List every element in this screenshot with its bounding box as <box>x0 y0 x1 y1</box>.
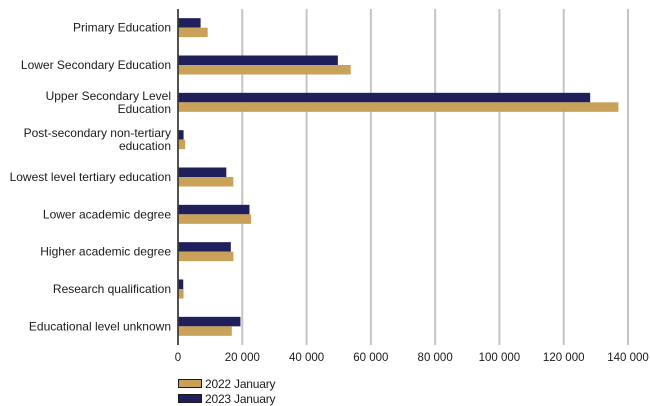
bar <box>178 214 252 224</box>
legend: 2022 January 2023 January <box>178 376 276 406</box>
bar <box>178 289 184 299</box>
bar <box>178 55 338 65</box>
x-tick-label: 80 000 <box>418 352 453 364</box>
category-label: Post-secondary non-tertiary education <box>24 126 171 153</box>
legend-item-2023: 2023 January <box>178 391 276 406</box>
bar <box>178 130 184 140</box>
x-tick-label: 0 <box>175 352 181 364</box>
bar <box>178 242 231 252</box>
bar <box>178 65 351 75</box>
x-tick-label: 100 000 <box>479 352 521 364</box>
bar <box>178 177 234 187</box>
category-label: Educational level unknown <box>29 319 171 333</box>
legend-label-2023: 2023 January <box>205 391 276 406</box>
x-tick-label: 40 000 <box>289 352 324 364</box>
category-label: Lower Secondary Education <box>21 58 171 72</box>
category-label: Primary Education <box>73 21 171 35</box>
category-label: Upper Secondary Level Education <box>46 89 171 116</box>
x-tick-label: 20 000 <box>225 352 260 364</box>
bar <box>178 251 234 262</box>
bar <box>178 18 201 28</box>
category-label: Higher academic degree <box>40 245 171 259</box>
category-labels: Primary Education Lower Secondary Educati… <box>10 21 172 334</box>
bar <box>178 27 208 38</box>
category-label: Lower academic degree <box>43 207 171 221</box>
category-label: Research qualification <box>53 282 171 296</box>
bar <box>178 326 232 336</box>
bar <box>178 204 250 215</box>
bar <box>178 92 591 103</box>
bars <box>178 18 619 336</box>
legend-swatch-2022 <box>178 379 202 388</box>
bar <box>178 316 241 327</box>
bar <box>178 139 186 150</box>
bar <box>178 279 184 289</box>
x-tick-label: 60 000 <box>353 352 388 364</box>
x-tick-label: 120 000 <box>543 352 585 364</box>
bar <box>178 167 227 177</box>
bar <box>178 102 619 112</box>
legend-item-2022: 2022 January <box>178 376 276 391</box>
legend-swatch-2023 <box>178 394 202 403</box>
x-tick-label: 140 000 <box>607 352 649 364</box>
x-tick-labels: 0 20 000 40 000 60 000 80 000 100 000 120 000 1… <box>175 352 649 364</box>
category-label: Lowest level tertiary education <box>10 170 171 184</box>
legend-label-2022: 2022 January <box>205 376 276 391</box>
